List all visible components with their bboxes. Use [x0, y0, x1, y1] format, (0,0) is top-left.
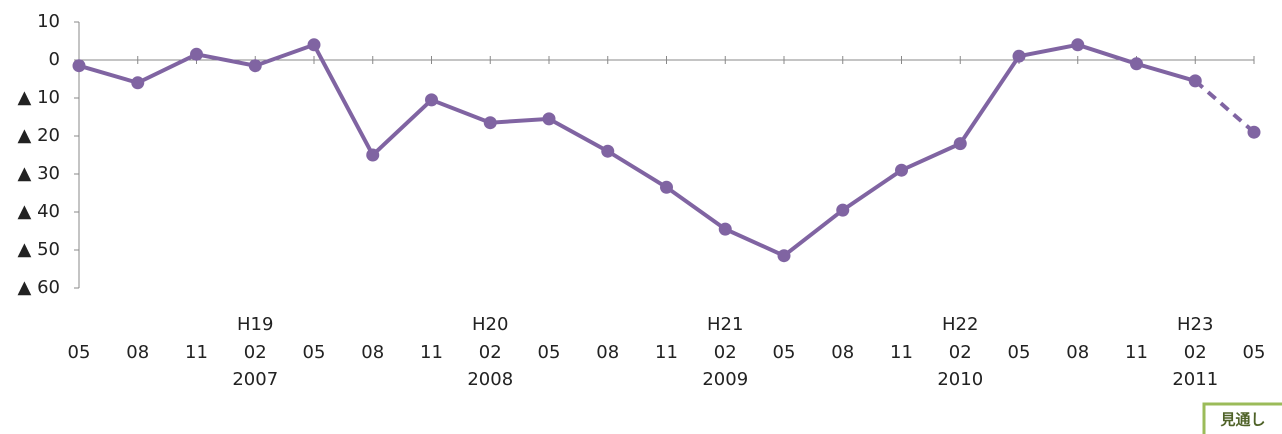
point [1130, 57, 1143, 71]
point [483, 116, 497, 130]
point [777, 249, 791, 263]
era-label: H19 [237, 314, 273, 335]
point [836, 203, 850, 217]
point [248, 59, 262, 73]
year-label: 2011 [1172, 369, 1218, 390]
y-tick-label: ▲ 30 [18, 163, 60, 184]
x-tick-label: 08 [126, 342, 149, 363]
point [1071, 38, 1085, 52]
x-tick-label: 05 [68, 342, 91, 363]
x-tick-label: 05 [1243, 342, 1266, 363]
era-label: H21 [707, 314, 743, 335]
x-tick-label: 02 [949, 342, 972, 363]
year-label: 2007 [232, 369, 278, 390]
x-tick-label: 05 [538, 342, 561, 363]
x-tick-label: 05 [773, 342, 796, 363]
y-tick-label: 10 [37, 11, 60, 32]
year-label: 2008 [467, 369, 513, 390]
forecast-box [1204, 404, 1282, 434]
x-tick-label: 08 [1066, 342, 1089, 363]
x-tick-label: 08 [831, 342, 854, 363]
point [660, 180, 673, 194]
year-label: 2010 [937, 369, 983, 390]
era-label: H22 [942, 314, 978, 335]
y-tick-label: ▲ 20 [18, 125, 60, 146]
point [425, 93, 438, 107]
y-tick-label: ▲ 40 [18, 201, 60, 222]
x-tick-label: 08 [361, 342, 384, 363]
x-tick-label: 02 [244, 342, 267, 363]
point [1247, 125, 1261, 139]
point [895, 163, 908, 177]
y-tick-label: ▲ 50 [18, 239, 60, 260]
point [1012, 49, 1026, 63]
x-tick-label: 11 [890, 342, 913, 363]
x-tick-label: 11 [1125, 342, 1148, 363]
y-tick-label: 0 [49, 49, 60, 70]
point [72, 59, 86, 73]
era-label: H20 [472, 314, 508, 335]
forecast-label: 見通し [1219, 411, 1265, 429]
x-tick-label: 08 [596, 342, 619, 363]
x-tick-label: 05 [303, 342, 326, 363]
point [366, 148, 380, 162]
x-tick-label: 11 [655, 342, 678, 363]
forecast-box-border [1202, 402, 1282, 434]
y-tick-label: ▲ 60 [18, 277, 60, 298]
point [190, 47, 203, 61]
series-line [78, 42, 1196, 259]
point [718, 222, 732, 236]
point [601, 144, 615, 158]
series-line [1193, 79, 1256, 134]
x-tick-label: 02 [1184, 342, 1207, 363]
x-tick-label: 05 [1008, 342, 1031, 363]
era-label: H23 [1177, 314, 1213, 335]
x-tick-label: 02 [714, 342, 737, 363]
x-tick-label: 11 [420, 342, 443, 363]
x-tick-label: 02 [479, 342, 502, 363]
x-tick-label: 11 [185, 342, 208, 363]
point [953, 137, 967, 151]
point [307, 38, 321, 52]
point [542, 112, 556, 126]
year-label: 2009 [702, 369, 748, 390]
y-tick-label: ▲ 10 [18, 87, 60, 108]
point [131, 76, 145, 90]
